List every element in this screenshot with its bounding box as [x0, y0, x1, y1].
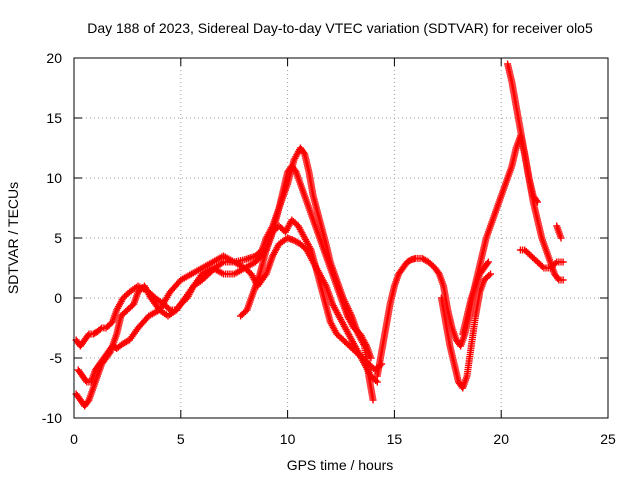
- data-point: [367, 354, 375, 362]
- series-track-5: [373, 132, 567, 380]
- axis-ticks: 0 5 10 15 20 25 -10 -5 0 5 10 15 20: [42, 50, 616, 447]
- y-tick-label: 10: [46, 170, 62, 186]
- data-point: [559, 258, 567, 266]
- data-point: [484, 258, 492, 266]
- data-point-interp: [538, 263, 546, 270]
- data-point: [534, 198, 542, 206]
- data-point-interp: [165, 305, 173, 312]
- data-point-interp: [551, 260, 559, 267]
- data-point: [557, 234, 565, 242]
- chart-title: Day 188 of 2023, Sidereal Day-to-day VTE…: [87, 20, 593, 36]
- y-tick-label: 0: [54, 290, 62, 306]
- x-axis-label: GPS time / hours: [287, 457, 394, 473]
- x-tick-label: 5: [177, 431, 185, 447]
- data-point-interp: [82, 377, 90, 384]
- y-tick-label: 5: [54, 230, 62, 246]
- series-track-10: [553, 222, 565, 242]
- series-track-8: [504, 60, 542, 206]
- data-points: [72, 60, 567, 410]
- series-track-4: [237, 216, 386, 374]
- grid-lines: [74, 58, 608, 418]
- series-track-2: [72, 144, 377, 410]
- y-tick-label: -5: [50, 350, 63, 366]
- x-tick-label: 0: [70, 431, 78, 447]
- data-point: [559, 276, 567, 284]
- y-tick-label: -10: [42, 410, 62, 426]
- data-point: [369, 396, 377, 404]
- series-track-6: [437, 270, 495, 392]
- series-track-3: [74, 234, 381, 386]
- y-axis-label: SDTVAR / TECUs: [5, 182, 21, 294]
- x-tick-label: 15: [387, 431, 403, 447]
- data-point-interp: [372, 377, 380, 384]
- x-tick-label: 25: [600, 431, 616, 447]
- data-point-interp: [84, 332, 92, 339]
- data-point: [487, 270, 495, 278]
- data-point-interp: [96, 325, 104, 333]
- data-point: [373, 378, 381, 386]
- x-tick-label: 10: [280, 431, 296, 447]
- y-tick-label: 15: [46, 110, 62, 126]
- y-tick-label: 20: [46, 50, 62, 66]
- series-track-7: [459, 258, 492, 338]
- data-point-interp: [554, 275, 562, 282]
- data-point-interp: [300, 149, 308, 156]
- series-track-9: [516, 246, 567, 272]
- data-point-interp: [483, 260, 491, 267]
- data-point-interp: [485, 272, 493, 279]
- data-point-interp: [532, 197, 540, 204]
- x-tick-label: 20: [493, 431, 509, 447]
